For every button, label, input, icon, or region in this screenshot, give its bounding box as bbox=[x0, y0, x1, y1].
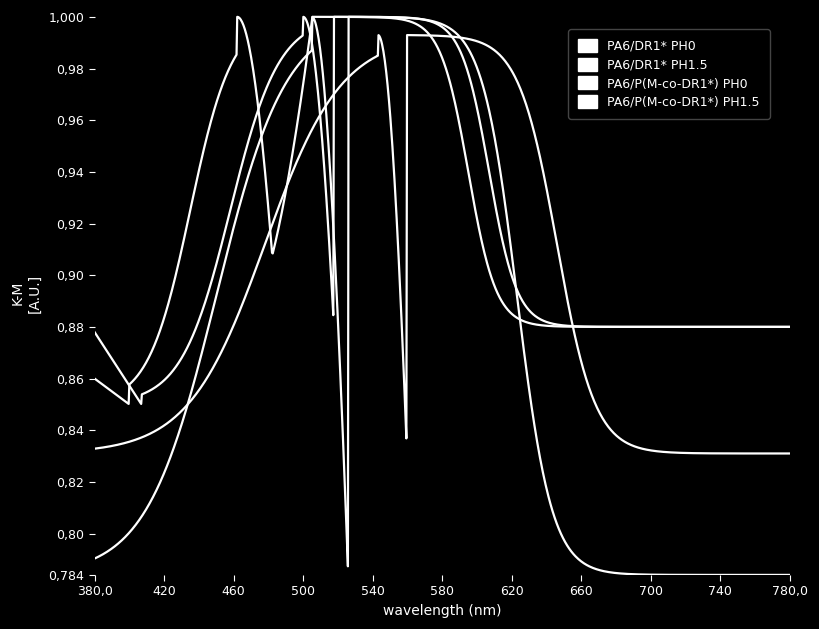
Legend: PA6/DR1* PH0, PA6/DR1* PH1.5, PA6/P(M-co-DR1*) PH0, PA6/P(M-co-DR1*) PH1.5: PA6/DR1* PH0, PA6/DR1* PH1.5, PA6/P(M-co… bbox=[568, 29, 770, 119]
Y-axis label: K-M
[A.U.]: K-M [A.U.] bbox=[11, 274, 41, 313]
X-axis label: wavelength (nm): wavelength (nm) bbox=[383, 604, 501, 618]
